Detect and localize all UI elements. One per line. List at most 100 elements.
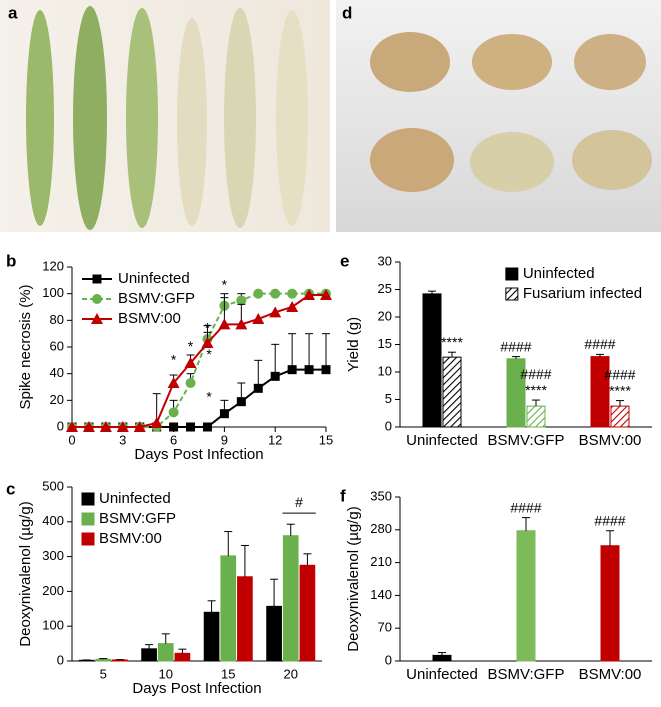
marker xyxy=(202,422,212,432)
x-tick-label: 15 xyxy=(319,432,333,447)
marker xyxy=(91,313,103,324)
marker xyxy=(116,421,129,432)
marker xyxy=(184,357,197,368)
x-tick-label: 9 xyxy=(221,432,228,447)
marker xyxy=(235,318,248,330)
photo-a xyxy=(0,0,330,232)
annotation: #### xyxy=(584,336,615,352)
marker xyxy=(201,337,214,348)
legend-label: Uninfected xyxy=(523,265,595,282)
bar xyxy=(174,652,191,662)
panel-label: d xyxy=(342,3,352,22)
y-axis-label: Deoxynivalenol (µg/g) xyxy=(345,506,362,651)
annotation: **** xyxy=(441,334,463,350)
y-tick-label: 280 xyxy=(370,521,392,536)
y-axis-label: Yield (g) xyxy=(345,317,362,372)
y-tick-label: 80 xyxy=(50,312,64,327)
photo-d xyxy=(336,0,661,232)
y-tick-label: 40 xyxy=(50,365,64,380)
x-axis-label: Days Post Infection xyxy=(132,680,261,697)
y-tick-label: 15 xyxy=(378,336,392,351)
x-tick-label: BSMV:00 xyxy=(579,432,642,449)
y-tick-label: 350 xyxy=(370,488,392,503)
legend-swatch xyxy=(81,532,95,546)
y-tick-label: 0 xyxy=(57,652,64,667)
x-tick-label: 12 xyxy=(268,432,282,447)
bar xyxy=(442,356,462,428)
marker xyxy=(269,306,282,318)
series-line xyxy=(72,294,326,428)
legend-label: Fusarium infected xyxy=(523,285,642,302)
annotation: * xyxy=(188,338,194,354)
y-tick-label: 0 xyxy=(385,652,392,667)
bar xyxy=(299,564,316,662)
annotation: **** xyxy=(525,382,547,398)
marker xyxy=(218,318,231,330)
legend-swatch xyxy=(505,267,519,281)
legend-label: Uninfected xyxy=(99,490,171,507)
marker xyxy=(321,365,331,375)
bar xyxy=(526,405,546,428)
marker xyxy=(92,294,102,304)
x-tick-label: BSMV:GFP xyxy=(488,666,565,683)
bar xyxy=(422,293,442,428)
bar xyxy=(266,605,282,662)
bar xyxy=(610,405,630,428)
annotation: #### xyxy=(520,366,551,382)
marker xyxy=(150,417,163,428)
y-tick-label: 10 xyxy=(378,363,392,378)
bar xyxy=(432,654,452,662)
bar xyxy=(95,658,112,662)
y-tick-label: 60 xyxy=(50,338,64,353)
marker xyxy=(168,407,179,418)
panel-label: a xyxy=(8,3,18,22)
annotation: **** xyxy=(609,382,631,398)
annotation: * xyxy=(205,319,211,335)
annotation: * xyxy=(206,389,212,405)
annotation: # xyxy=(295,494,303,510)
bar xyxy=(112,659,128,662)
annotation: * xyxy=(171,351,177,367)
series-line xyxy=(72,368,326,428)
annotation: * xyxy=(206,346,212,362)
marker xyxy=(252,313,265,324)
legend-label: Uninfected xyxy=(118,270,190,287)
y-axis-label: Deoxynivalenol (µg/g) xyxy=(17,501,34,646)
y-tick-label: 20 xyxy=(50,392,64,407)
x-tick-label: Uninfected xyxy=(406,432,478,449)
marker xyxy=(303,289,316,300)
series-line xyxy=(72,292,326,428)
y-tick-label: 100 xyxy=(42,618,64,633)
marker xyxy=(133,421,146,432)
panel-label: c xyxy=(6,479,15,498)
y-tick-label: 0 xyxy=(385,418,392,433)
y-tick-label: 100 xyxy=(42,285,64,300)
legend-swatch xyxy=(81,512,95,526)
marker xyxy=(236,397,246,407)
y-tick-label: 200 xyxy=(42,583,64,598)
marker xyxy=(66,421,78,432)
x-tick-label: 5 xyxy=(100,666,107,681)
bar xyxy=(141,648,157,662)
marker xyxy=(185,378,196,388)
bar xyxy=(600,545,620,662)
y-tick-label: 500 xyxy=(42,478,64,493)
bar xyxy=(203,611,220,662)
x-tick-label: 6 xyxy=(170,432,177,447)
legend-swatch xyxy=(505,287,519,301)
marker xyxy=(253,288,264,299)
x-tick-label: 20 xyxy=(284,666,298,681)
marker xyxy=(99,421,112,432)
marker xyxy=(253,383,263,393)
x-tick-label: 3 xyxy=(119,432,126,447)
marker xyxy=(320,289,332,300)
marker xyxy=(169,422,179,432)
marker xyxy=(270,371,280,381)
bar xyxy=(157,643,174,662)
y-tick-label: 210 xyxy=(370,554,392,569)
y-tick-label: 30 xyxy=(378,253,392,268)
y-tick-label: 300 xyxy=(42,548,64,563)
marker xyxy=(286,301,299,312)
y-tick-label: 140 xyxy=(370,587,392,602)
